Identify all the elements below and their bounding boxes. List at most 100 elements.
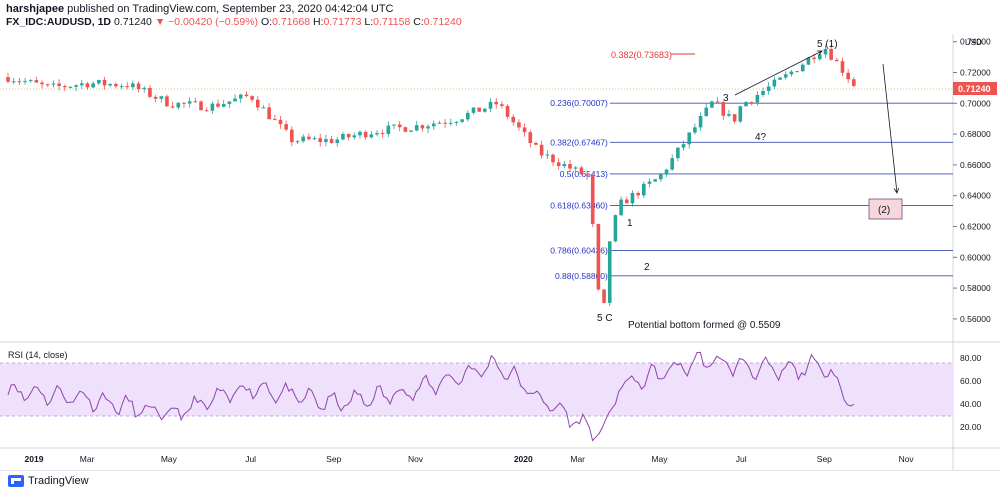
candle-body	[148, 87, 152, 97]
candle-body	[670, 158, 674, 170]
last-price: 0.71240	[113, 16, 152, 28]
low-value: 0.71158	[373, 16, 411, 28]
candle-body	[585, 174, 589, 176]
price-pane	[0, 34, 953, 342]
price-tick-label: 0.72000	[960, 68, 991, 78]
candle-body	[380, 133, 385, 135]
tradingview-logo-icon	[8, 475, 24, 487]
wave-label-4: 4?	[755, 132, 767, 143]
candle-body	[244, 94, 249, 97]
candle-body	[79, 83, 84, 86]
price-tick-label: 0.66000	[960, 160, 991, 170]
price-chart[interactable]: 0.74000 0.72000 0.70000 0.68000 0.66000 0.640…	[0, 0, 1000, 470]
candle-body	[142, 87, 147, 90]
candle-body	[17, 81, 22, 83]
candle-body	[846, 72, 850, 80]
current-price-tag	[953, 82, 997, 95]
fib-label: 0.382(0.67467)	[550, 137, 608, 147]
wave-label-1: 1	[627, 218, 633, 229]
candle-body	[534, 142, 538, 145]
candle-body	[153, 96, 158, 99]
candle-body	[766, 86, 771, 92]
candle-body	[823, 48, 828, 55]
candle-body	[704, 107, 709, 116]
candle-body	[732, 114, 737, 122]
candle-body	[176, 102, 181, 108]
candlestick-series	[6, 44, 856, 307]
candle-body	[437, 122, 442, 124]
candle-body	[840, 61, 845, 73]
wave-2-target-box	[868, 198, 903, 220]
candle-body	[829, 48, 833, 60]
candle-body	[193, 101, 198, 103]
candle-body	[676, 147, 680, 159]
brand-name: TradingView	[28, 475, 89, 487]
candle-body	[721, 102, 726, 116]
author-name: harshjapee	[6, 3, 65, 15]
candle-body	[131, 83, 135, 88]
wave-label-2-target: (2)	[878, 205, 890, 216]
close-value: 0.71240	[423, 16, 462, 28]
symbol-legend: FX_IDC:AUDUSD, 1D 0.71240 ▼ −0.00420 (−0…	[6, 16, 462, 28]
candle-body	[477, 107, 481, 112]
fib-levels: 0.236(0.70007) 0.382(0.67467) 0.5(0.65413)…	[550, 98, 953, 281]
fib-label: 0.236(0.70007)	[550, 98, 608, 108]
candle-body	[659, 174, 663, 180]
candle-body	[74, 85, 78, 87]
candle-body	[727, 114, 731, 116]
price-tick-label: 0.62000	[960, 222, 991, 232]
price-change: −0.00420 (−0.59%)	[168, 16, 259, 28]
candle-body	[85, 83, 90, 88]
candle-body	[392, 124, 396, 126]
candle-body	[443, 122, 447, 124]
time-tick-label: May	[161, 454, 178, 464]
candle-body	[483, 108, 487, 112]
tradingview-logo[interactable]: TradingView	[8, 475, 89, 487]
candle-body	[602, 289, 606, 303]
time-tick-label: Jul	[245, 454, 256, 464]
candle-body	[221, 103, 226, 107]
candle-body	[647, 181, 652, 184]
candle-body	[420, 125, 425, 129]
candle-body	[324, 139, 328, 142]
candle-body	[556, 162, 561, 167]
candle-body	[369, 134, 374, 138]
candle-body	[630, 192, 635, 204]
candle-body	[783, 74, 788, 78]
candle-body	[295, 141, 300, 143]
candle-body	[806, 57, 811, 65]
candle-body	[108, 83, 112, 86]
candle-body	[284, 124, 288, 130]
candle-body	[159, 96, 164, 99]
candle-body	[102, 79, 107, 86]
rsi-tick-label: 60.00	[960, 376, 982, 386]
candle-body	[216, 103, 220, 107]
candle-body	[45, 84, 50, 86]
candle-body	[312, 138, 317, 140]
candle-body	[448, 122, 453, 124]
time-tick-label: Mar	[570, 454, 585, 464]
candle-body	[749, 102, 754, 104]
candle-body	[358, 131, 362, 136]
down-arrow-target-icon	[882, 63, 897, 193]
candle-body	[454, 121, 459, 123]
rsi-band	[0, 363, 953, 416]
rsi-title: RSI (14, close)	[8, 350, 68, 360]
candle-body	[517, 122, 521, 128]
time-tick-label: May	[651, 454, 668, 464]
candle-body	[375, 133, 379, 135]
candle-body	[40, 82, 44, 85]
wave-label-3: 3	[723, 93, 729, 104]
candle-body	[460, 119, 464, 122]
candle-body	[363, 131, 368, 138]
candle-body	[204, 110, 209, 112]
candle-body	[318, 138, 323, 142]
price-axis: 0.74000 0.72000 0.70000 0.68000 0.66000 0.640…	[953, 37, 991, 324]
candle-body	[97, 79, 101, 84]
footer: TradingView	[0, 470, 1000, 494]
time-tick-label: Nov	[899, 454, 915, 464]
candle-body	[414, 125, 419, 131]
symbol-label: FX_IDC:AUDUSD, 1D	[6, 16, 112, 28]
time-tick-label: Mar	[80, 454, 95, 464]
candle-body	[182, 102, 186, 104]
